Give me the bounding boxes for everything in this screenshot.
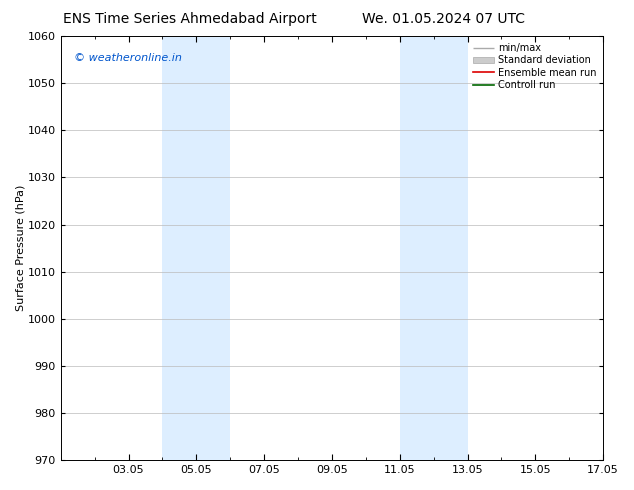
Bar	[162, 36, 230, 460]
Text: We. 01.05.2024 07 UTC: We. 01.05.2024 07 UTC	[362, 12, 526, 26]
Text: ENS Time Series Ahmedabad Airport: ENS Time Series Ahmedabad Airport	[63, 12, 317, 26]
Y-axis label: Surface Pressure (hPa): Surface Pressure (hPa)	[15, 185, 25, 311]
Legend: min/max, Standard deviation, Ensemble mean run, Controll run: min/max, Standard deviation, Ensemble me…	[469, 39, 600, 94]
Text: © weatheronline.in: © weatheronline.in	[74, 53, 182, 63]
Bar	[400, 36, 467, 460]
